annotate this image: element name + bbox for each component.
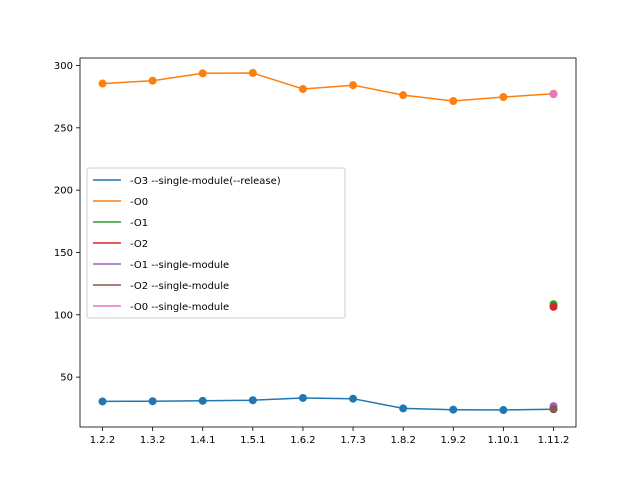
legend-label: -O3 --single-module(--release): [130, 176, 281, 187]
data-point: [148, 397, 157, 406]
legend-label: -O1: [130, 218, 148, 229]
series-line: [102, 72, 554, 102]
series-6: [549, 90, 558, 99]
legend-label: -O0 --single-module: [130, 302, 229, 313]
x-tick-label: 1.7.3: [340, 435, 365, 446]
series-5: [549, 405, 558, 414]
data-point: [198, 396, 207, 405]
axis-layer: 1.2.2 1.3.2 1.4.1 1.5.1 1.6.2 1.7.3 1.8.2 1.9.2…: [54, 61, 570, 446]
series-3: [549, 302, 558, 311]
y-tick-label: 300: [54, 61, 73, 72]
x-tick-label: 1.10.1: [487, 435, 519, 446]
data-point: [248, 68, 257, 77]
data-point: [549, 302, 558, 311]
y-tick-label: 200: [54, 186, 73, 197]
x-tick-label: 1.6.2: [290, 435, 315, 446]
x-tick-label: 1.2.2: [90, 435, 115, 446]
data-point: [248, 396, 257, 405]
series-layer: [98, 68, 558, 415]
data-point: [549, 405, 558, 414]
plot-frame: [79, 57, 577, 428]
y-tick-label: 150: [54, 248, 73, 259]
x-tick-label: 1.11.2: [538, 435, 570, 446]
legend: -O3 --single-module(--release) -O0 -O1 -O2 -…: [86, 167, 346, 319]
data-point: [298, 393, 307, 402]
y-tick-label: 100: [54, 310, 73, 321]
data-point: [349, 81, 358, 90]
data-point: [449, 97, 458, 106]
data-point: [98, 79, 107, 88]
data-point: [148, 76, 157, 85]
x-tick-label: 1.4.1: [190, 435, 215, 446]
series-line: [102, 397, 554, 411]
data-point: [449, 405, 458, 414]
legend-label: -O2: [130, 239, 148, 250]
series-0: [98, 393, 558, 415]
data-point: [298, 85, 307, 94]
legend-box: [86, 167, 346, 319]
data-point: [349, 394, 358, 403]
data-point: [499, 406, 508, 415]
data-point: [549, 90, 558, 99]
data-point: [98, 397, 107, 406]
x-tick-label: 1.9.2: [441, 435, 466, 446]
x-tick-label: 1.5.1: [240, 435, 265, 446]
y-tick-label: 250: [54, 123, 73, 134]
data-point: [399, 404, 408, 413]
x-tick-label: 1.3.2: [140, 435, 165, 446]
x-tick-label: 1.8.2: [390, 435, 415, 446]
legend-label: -O1 --single-module: [130, 260, 229, 271]
legend-label: -O2 --single-module: [130, 281, 229, 292]
data-point: [198, 69, 207, 78]
data-point: [399, 91, 408, 100]
y-tick-label: 50: [60, 373, 73, 384]
data-point: [499, 93, 508, 102]
legend-label: -O0: [130, 197, 148, 208]
